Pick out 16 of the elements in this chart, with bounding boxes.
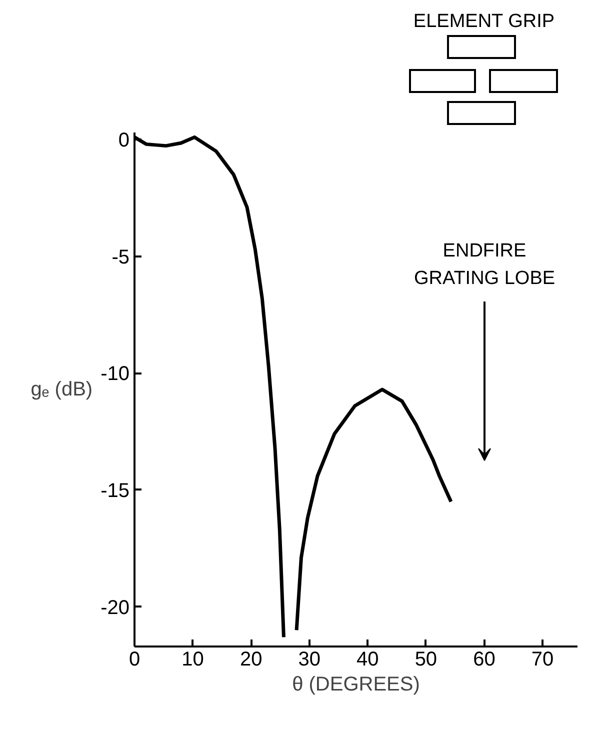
y-tick-label: -10 — [100, 363, 130, 386]
y-tick-label: -20 — [100, 596, 130, 619]
x-tick-label: 60 — [473, 648, 496, 670]
y-tick-label: -5 — [112, 246, 130, 268]
x-tick-label: 50 — [414, 648, 438, 670]
y-tick-label: 0 — [118, 130, 130, 152]
x-tick-label: 70 — [531, 648, 554, 670]
y-axis-title: gₑ (dB) — [30, 378, 93, 400]
y-tick-label: -15 — [100, 480, 130, 502]
x-axis-title: θ (DEGREES) — [292, 674, 420, 696]
annotation: ENDFIRE GRATING LOBE — [414, 240, 556, 289]
x-tick-label: 40 — [356, 648, 379, 670]
x-tick-label: 30 — [298, 648, 320, 670]
x-tick-label: 20 — [240, 648, 262, 670]
x-tick-label: 10 — [182, 648, 204, 670]
text: ELEMENT GRIP — [412, 10, 556, 34]
